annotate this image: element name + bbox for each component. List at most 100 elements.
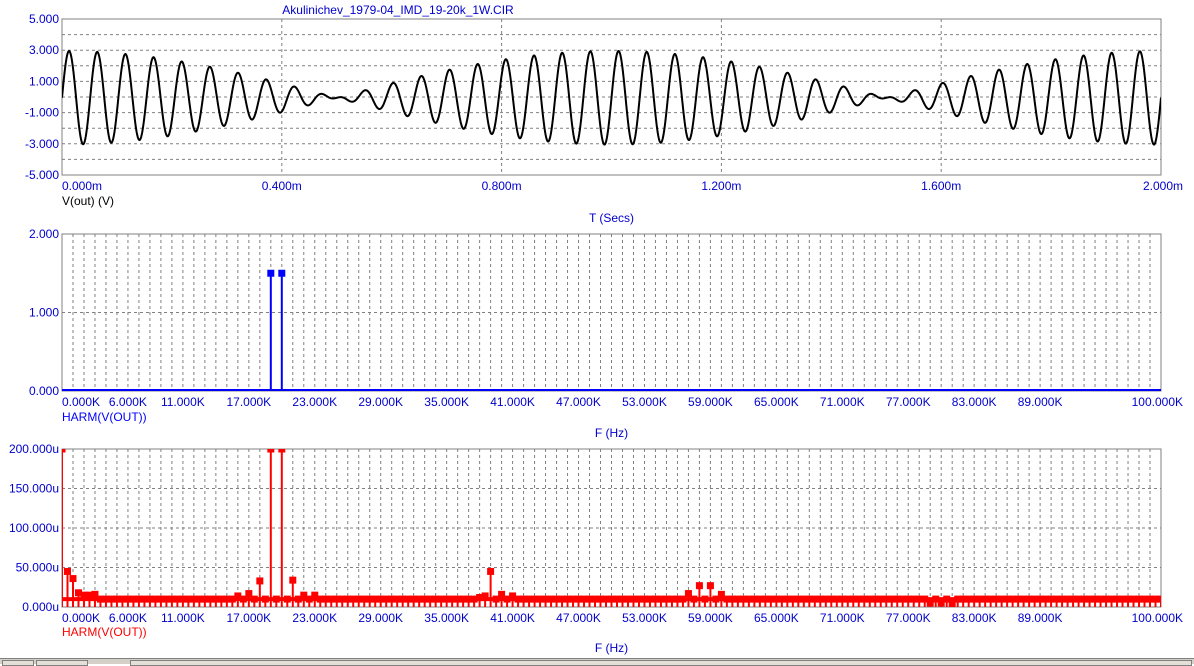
spectrum-marker: [706, 582, 714, 590]
status-tab-1[interactable]: [2, 660, 34, 666]
x-tick-label: 47.000K: [556, 395, 601, 409]
x-tick-label: 0.000m: [62, 179, 102, 193]
plot-area: [62, 449, 1161, 607]
spectrum-marker: [717, 590, 725, 598]
spectrum-marker: [80, 591, 88, 599]
y-tick-label: 200.000u: [9, 442, 59, 456]
x-tick-label: 41.000K: [490, 395, 535, 409]
spectrum-marker: [63, 567, 71, 575]
x-tick-label: 100.000K: [1132, 395, 1183, 409]
spectrum-marker: [256, 577, 264, 585]
trace-label: V(out) (V): [62, 194, 114, 208]
x-tick-label: 0.800m: [482, 179, 522, 193]
x-tick-label: 83.000K: [952, 395, 997, 409]
window-title: Akulinichev_1979-04_IMD_19-20k_1W.CIR: [282, 3, 514, 17]
spectrum-bars: [267, 269, 286, 391]
spectrum-marker: [487, 567, 495, 575]
status-tab-3[interactable]: [130, 660, 1192, 666]
spectrum-marker: [481, 592, 489, 600]
x-tick-label: 1.200m: [701, 179, 741, 193]
waveform-trace: [62, 49, 1161, 146]
x-tick-label: 0.400m: [262, 179, 302, 193]
spectrum-marker: [278, 449, 286, 453]
x-tick-label: 2.000m: [1143, 179, 1183, 193]
x-tick-label: 41.000K: [490, 611, 535, 625]
y-tick-label: -5.000: [25, 168, 59, 182]
spectrum-marker: [69, 575, 77, 583]
x-tick-label: 1.600m: [921, 179, 961, 193]
spectrum-marker: [498, 590, 506, 598]
x-tick-label: 89.000K: [1018, 611, 1063, 625]
spectrum-marker: [289, 576, 297, 584]
spectrum-marker: [311, 591, 319, 599]
x-tick-label: 17.000K: [226, 395, 271, 409]
spectrum-marker: [948, 600, 956, 607]
spectrum-marker: [85, 591, 93, 599]
plot-area: [62, 49, 1161, 146]
x-tick-label: 35.000K: [424, 611, 469, 625]
x-tick-label: 6.000K: [109, 611, 147, 625]
y-tick-label: 0.000u: [22, 600, 59, 614]
status-bar: [0, 658, 1194, 666]
spectrum-marker: [91, 590, 99, 598]
x-tick-label: 29.000K: [358, 395, 403, 409]
status-tab-2[interactable]: [36, 660, 88, 666]
x-tick-label: 89.000K: [1018, 395, 1063, 409]
x-tick-label: 0.000K: [62, 395, 100, 409]
x-axis-label: T (Secs): [589, 211, 634, 225]
x-tick-label: 6.000K: [109, 395, 147, 409]
spectrum-marker: [62, 449, 66, 453]
x-tick-label: 71.000K: [820, 611, 865, 625]
spectrum-marker: [267, 449, 275, 453]
y-tick-label: 5.000: [29, 12, 59, 26]
y-tick-label: 1.000: [29, 306, 59, 320]
x-tick-label: 59.000K: [688, 611, 733, 625]
trace-label: HARM(V(OUT)): [62, 410, 147, 424]
x-tick-label: 65.000K: [754, 395, 799, 409]
y-tick-label: 150.000u: [9, 482, 59, 496]
x-tick-label: 29.000K: [358, 611, 403, 625]
y-tick-label: 2.000: [29, 227, 59, 241]
y-tick-label: 100.000u: [9, 521, 59, 535]
spectrum-marker: [267, 269, 275, 277]
x-tick-label: 59.000K: [688, 395, 733, 409]
x-tick-label: 17.000K: [226, 611, 271, 625]
x-axis-label: F (Hz): [595, 641, 628, 655]
x-tick-label: 53.000K: [622, 395, 667, 409]
spectrum-marker: [684, 590, 692, 598]
y-tick-label: 0.000: [29, 384, 59, 398]
x-tick-label: 35.000K: [424, 395, 469, 409]
plot-area: [62, 269, 1161, 391]
x-tick-label: 11.000K: [161, 611, 205, 625]
x-tick-label: 100.000K: [1132, 611, 1183, 625]
y-tick-label: -1.000: [25, 106, 59, 120]
y-tick-label: -3.000: [25, 137, 59, 151]
x-tick-label: 77.000K: [886, 611, 931, 625]
grid: [62, 233, 1161, 392]
x-tick-label: 77.000K: [886, 395, 931, 409]
x-tick-label: 65.000K: [754, 611, 799, 625]
x-tick-label: 83.000K: [952, 611, 997, 625]
x-tick-label: 71.000K: [820, 395, 865, 409]
y-tick-label: 3.000: [29, 43, 59, 57]
spectrum-zoom-plot[interactable]: 200.000u 150.000u 100.000u 50.000u 0.000u0.0…: [9, 442, 1183, 655]
spectrum-marker: [300, 591, 308, 599]
x-tick-label: 53.000K: [622, 611, 667, 625]
spectrum-marker: [278, 269, 286, 277]
y-tick-label: 50.000u: [16, 561, 59, 575]
trace-label: HARM(V(OUT)): [62, 625, 147, 639]
spectrum-marker: [695, 582, 703, 590]
x-tick-label: 23.000K: [292, 611, 337, 625]
spectrum-marker: [509, 592, 517, 600]
x-tick-label: 0.000K: [62, 611, 100, 625]
x-tick-label: 23.000K: [292, 395, 337, 409]
grid: [62, 448, 1161, 608]
spectrum-marker: [926, 599, 934, 607]
y-tick-label: 1.000: [29, 74, 59, 88]
x-tick-label: 47.000K: [556, 611, 601, 625]
spectrum-marker: [234, 592, 242, 600]
x-tick-label: 11.000K: [161, 395, 205, 409]
